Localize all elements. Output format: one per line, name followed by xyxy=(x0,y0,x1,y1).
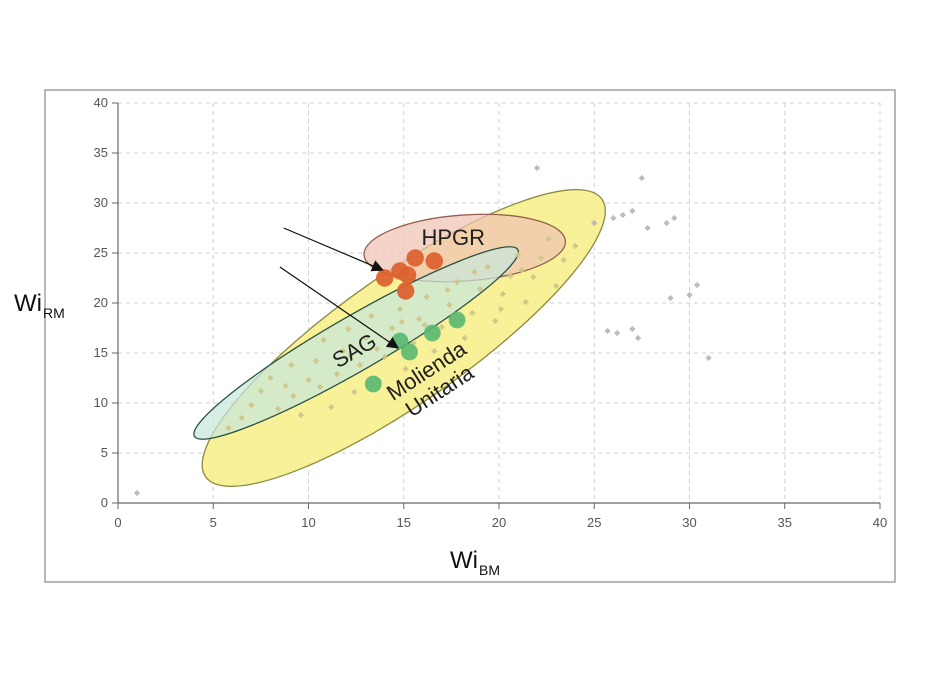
y-tick-label: 5 xyxy=(101,445,108,460)
background-data-point xyxy=(373,345,381,353)
sag-region xyxy=(193,246,520,440)
background-data-point xyxy=(282,382,289,390)
background-data-point xyxy=(267,374,274,382)
background-data-point xyxy=(396,305,404,313)
hpgr-sample-point xyxy=(398,266,417,284)
hpgr-sample-point xyxy=(396,282,415,300)
background-data-point xyxy=(389,324,396,332)
sag-sample-point xyxy=(401,343,418,361)
x-tick-label: 40 xyxy=(873,515,887,530)
background-data-point xyxy=(274,405,282,413)
background-data-point xyxy=(415,315,423,323)
y-tick-label: 40 xyxy=(94,95,108,110)
background-data-point xyxy=(320,336,327,344)
x-tick-label: 20 xyxy=(492,515,506,530)
x-tick-label: 10 xyxy=(301,515,315,530)
background-data-point xyxy=(345,325,352,333)
background-data-point xyxy=(537,254,545,262)
background-data-point xyxy=(368,312,375,320)
background-data-point xyxy=(347,352,354,360)
axes-layer: 0 5 10 15 20 25 30 35 40 0 5 10 15 20 25 30 35 40 xyxy=(94,95,888,530)
y-tick-label: 0 xyxy=(101,495,108,510)
background-data-point xyxy=(461,334,468,342)
background-data-point xyxy=(444,286,451,294)
background-data-point xyxy=(484,263,491,271)
sag-sample-point xyxy=(448,311,466,329)
y-axis-label-sub: RM xyxy=(43,305,65,321)
y-tick-label: 20 xyxy=(94,295,108,310)
hpgr-sample-point xyxy=(406,249,424,267)
x-tick-label: 15 xyxy=(397,515,411,530)
y-tick-label: 35 xyxy=(94,145,108,160)
background-data-point xyxy=(446,301,453,309)
x-tick-label: 25 xyxy=(587,515,601,530)
background-data-point xyxy=(225,424,232,432)
background-data-point xyxy=(492,317,499,325)
x-tick-label: 5 xyxy=(210,515,217,530)
background-data-point xyxy=(313,357,320,365)
background-data-point xyxy=(362,334,369,342)
x-axis-label-main: Wi xyxy=(450,547,478,574)
y-tick-label: 10 xyxy=(94,395,108,410)
y-tick-label: 15 xyxy=(94,345,108,360)
background-data-point xyxy=(351,388,358,396)
background-data-point xyxy=(297,411,304,419)
background-data-point xyxy=(339,347,346,355)
sag-sample-point xyxy=(364,375,382,393)
annotation-arrow xyxy=(283,227,384,272)
background-data-point xyxy=(328,403,335,411)
y-axis-label: WiRM xyxy=(14,290,65,321)
background-data-point xyxy=(248,401,255,409)
x-axis-label-sub: BM xyxy=(479,562,500,578)
background-data-point xyxy=(398,318,405,326)
background-data-point xyxy=(356,361,364,369)
arrow-layer xyxy=(279,227,400,349)
background-data-point xyxy=(421,321,428,329)
annotation-arrow xyxy=(279,266,400,349)
background-data-point xyxy=(453,278,461,286)
hpgr-sample-point xyxy=(376,269,394,287)
background-data-point xyxy=(497,305,505,313)
y-axis-label-main: Wi xyxy=(14,290,42,317)
x-tick-label: 35 xyxy=(778,515,792,530)
x-tick-label: 30 xyxy=(682,515,696,530)
background-data-point xyxy=(305,376,312,384)
background-data-point xyxy=(469,309,476,317)
hpgr-label: HPGR xyxy=(421,225,485,250)
x-tick-label: 0 xyxy=(114,515,121,530)
sag-sample-point xyxy=(423,324,441,342)
background-data-point xyxy=(257,387,264,395)
grid-layer xyxy=(118,102,881,503)
background-data-point xyxy=(431,347,438,355)
background-data-point xyxy=(381,353,388,361)
background-data-point xyxy=(288,361,295,369)
points-layer xyxy=(133,164,712,497)
background-data-point xyxy=(402,365,409,373)
hpgr-sample-point xyxy=(425,252,443,270)
background-data-point xyxy=(471,268,478,276)
background-data-point xyxy=(476,285,484,293)
y-tick-label: 25 xyxy=(94,245,108,260)
x-axis-label: WiBM xyxy=(450,547,500,578)
background-data-point xyxy=(438,323,445,331)
background-data-point xyxy=(333,370,341,378)
background-data-point xyxy=(507,272,514,280)
background-data-point xyxy=(423,293,430,301)
background-data-point xyxy=(316,383,324,391)
background-data-point xyxy=(290,392,297,400)
y-tick-label: 30 xyxy=(94,195,108,210)
background-data-point xyxy=(514,251,522,259)
background-data-point xyxy=(499,290,506,298)
